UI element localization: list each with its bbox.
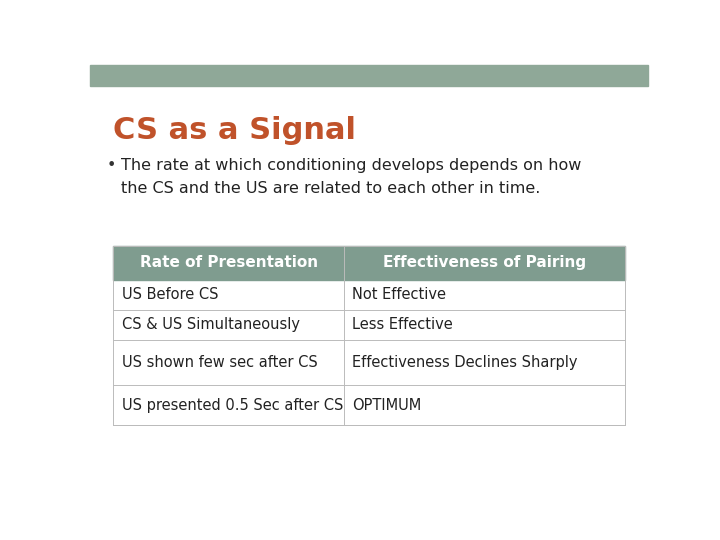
- Bar: [90, 65, 648, 86]
- Text: Effectiveness Declines Sharply: Effectiveness Declines Sharply: [352, 355, 577, 370]
- Bar: [114, 280, 624, 310]
- Text: CS as a Signal: CS as a Signal: [114, 116, 356, 145]
- Text: US presented 0.5 Sec after CS: US presented 0.5 Sec after CS: [122, 397, 343, 413]
- Bar: [114, 386, 624, 425]
- Text: US Before CS: US Before CS: [122, 287, 218, 302]
- Text: CS & US Simultaneously: CS & US Simultaneously: [122, 317, 300, 332]
- Text: Rate of Presentation: Rate of Presentation: [140, 255, 318, 270]
- Text: Less Effective: Less Effective: [352, 317, 453, 332]
- Bar: [114, 246, 624, 280]
- Text: Not Effective: Not Effective: [352, 287, 446, 302]
- Bar: [114, 310, 624, 340]
- Bar: [114, 340, 624, 386]
- Text: Effectiveness of Pairing: Effectiveness of Pairing: [382, 255, 586, 270]
- Text: The rate at which conditioning develops depends on how
the CS and the US are rel: The rate at which conditioning develops …: [121, 158, 581, 195]
- Text: •: •: [107, 158, 116, 173]
- Text: US shown few sec after CS: US shown few sec after CS: [122, 355, 318, 370]
- Text: OPTIMUM: OPTIMUM: [352, 397, 421, 413]
